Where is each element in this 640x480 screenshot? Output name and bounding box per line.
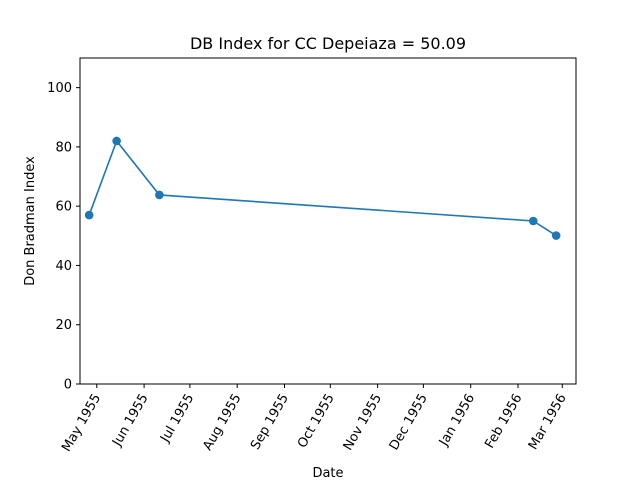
x-tick-label: Oct 1955 bbox=[295, 392, 338, 451]
x-tick-label: Feb 1956 bbox=[482, 392, 525, 452]
y-tick-label: 80 bbox=[55, 140, 72, 155]
y-axis: 0 20 40 60 80 100 bbox=[47, 81, 80, 393]
y-tick-label: 0 bbox=[64, 378, 72, 393]
data-point bbox=[155, 190, 164, 200]
x-axis: May 1955 Jun 1955 Jul 1955 Aug 1955 Sep 1955… bbox=[59, 384, 570, 455]
y-tick-label: 20 bbox=[55, 318, 72, 333]
x-tick-label: Jan 1956 bbox=[436, 392, 478, 450]
x-axis-label: Date bbox=[312, 466, 343, 480]
data-point bbox=[528, 216, 538, 226]
chart-title: DB Index for CC Depeiaza = 50.09 bbox=[190, 34, 466, 53]
plot-area bbox=[79, 57, 577, 385]
x-tick-label: Jun 1955 bbox=[109, 392, 151, 450]
y-tick-label: 60 bbox=[55, 200, 72, 215]
y-axis-label: Don Bradman Index bbox=[23, 156, 38, 286]
x-tick-label: Sep 1955 bbox=[248, 392, 292, 453]
series-layer bbox=[84, 136, 561, 240]
x-tick-label: Jul 1955 bbox=[157, 392, 197, 446]
x-tick-label: May 1955 bbox=[59, 392, 104, 455]
x-tick-label: Nov 1955 bbox=[341, 392, 385, 454]
x-tick-label: Aug 1955 bbox=[200, 392, 244, 454]
data-point bbox=[551, 231, 561, 240]
x-tick-label: Mar 1956 bbox=[526, 392, 570, 453]
data-point bbox=[84, 210, 94, 220]
y-tick-label: 100 bbox=[47, 81, 72, 96]
y-tick-label: 40 bbox=[55, 259, 72, 274]
data-point bbox=[112, 136, 121, 146]
series-line bbox=[88, 139, 557, 237]
x-tick-label: Dec 1955 bbox=[387, 392, 431, 454]
